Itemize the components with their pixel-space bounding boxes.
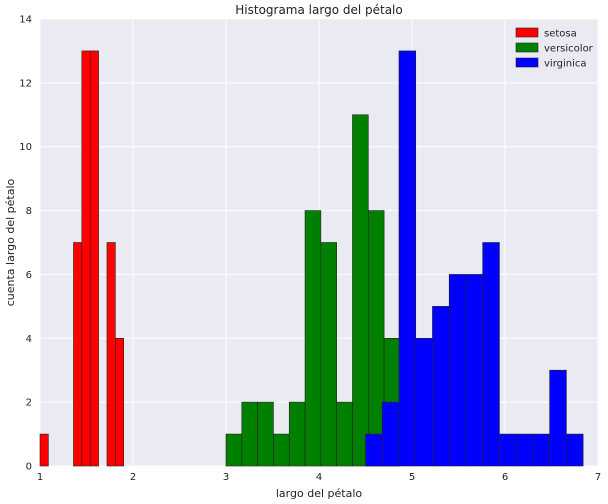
x-tick-label: 7	[595, 472, 601, 483]
x-tick-label: 4	[316, 472, 322, 483]
bar-virginica	[365, 433, 383, 467]
y-tick-label: 8	[26, 206, 32, 217]
bar-versicolor	[304, 210, 322, 467]
bars-group	[39, 50, 584, 467]
y-tick-label: 14	[19, 15, 32, 26]
bar-virginica	[465, 274, 483, 467]
bar-virginica	[432, 306, 450, 467]
y-tick-label: 0	[26, 462, 32, 473]
legend-swatch-virginica	[515, 57, 539, 68]
x-tick-label: 6	[502, 472, 508, 483]
bar-versicolor	[367, 210, 385, 467]
bar-setosa	[81, 50, 91, 467]
bar-setosa	[73, 242, 83, 467]
bar-virginica	[398, 50, 417, 467]
y-ticks: 0 2 4 6 8 10 12 14	[19, 15, 32, 473]
y-tick-label: 4	[26, 334, 32, 345]
legend-swatch-versicolor	[515, 42, 539, 53]
bar-setosa	[89, 50, 99, 467]
legend-label-versicolor: versicolor	[544, 44, 594, 55]
y-tick-label: 12	[19, 78, 32, 89]
x-tick-label: 2	[130, 472, 136, 483]
bar-versicolor	[320, 242, 337, 467]
bar-virginica	[532, 433, 550, 467]
bar-versicolor	[352, 114, 369, 467]
legend: setosa versicolor virginica	[515, 27, 594, 70]
bar-virginica	[381, 401, 400, 467]
bar-setosa	[39, 433, 49, 467]
y-axis-label: cuenta largo del pétalo	[4, 178, 17, 306]
bar-virginica	[415, 337, 433, 467]
bar-virginica	[515, 433, 534, 467]
bar-virginica	[566, 433, 584, 467]
bar-versicolor	[288, 401, 306, 467]
bar-versicolor	[257, 401, 274, 467]
bar-versicolor	[241, 401, 258, 467]
bar-versicolor	[225, 433, 243, 467]
bar-virginica	[549, 369, 567, 467]
x-tick-label: 5	[409, 472, 415, 483]
x-axis-label: largo del pétalo	[276, 487, 362, 500]
x-ticks: 1 2 3 4 5 6 7	[37, 472, 601, 483]
x-tick-label: 3	[223, 472, 229, 483]
y-tick-label: 10	[19, 142, 32, 153]
y-tick-label: 6	[26, 270, 32, 281]
bar-virginica	[448, 274, 467, 467]
legend-label-virginica: virginica	[544, 59, 587, 70]
legend-swatch-setosa	[515, 27, 539, 38]
bar-virginica	[482, 242, 500, 467]
bar-versicolor	[273, 433, 290, 467]
bar-setosa	[106, 242, 116, 467]
bar-versicolor	[336, 401, 353, 467]
legend-label-setosa: setosa	[544, 29, 577, 40]
bar-virginica	[499, 433, 517, 467]
y-tick-label: 2	[26, 398, 32, 409]
chart-title: Histograma largo del pétalo	[235, 3, 402, 17]
x-tick-label: 1	[37, 472, 43, 483]
bar-setosa	[115, 337, 125, 467]
